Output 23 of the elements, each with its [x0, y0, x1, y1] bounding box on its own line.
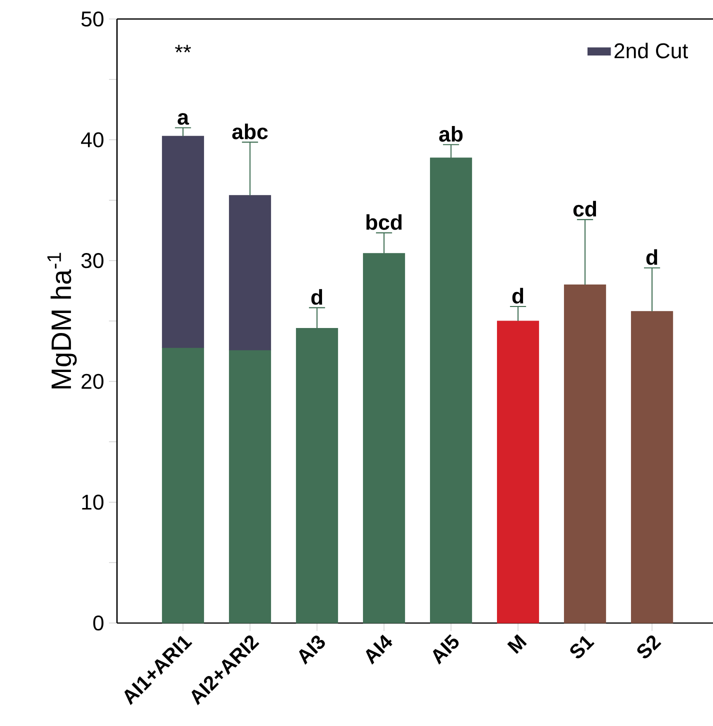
x-tick-label: AI5: [432, 634, 459, 665]
annotation: abc: [232, 124, 268, 140]
y-tick-label: 50: [81, 11, 104, 27]
y-tick-label: 30: [81, 253, 104, 268]
y-tick-label: 40: [81, 132, 104, 148]
annotation: d: [646, 249, 658, 265]
annotation: **: [175, 44, 191, 52]
annotation: bcd: [366, 214, 402, 230]
y-tick-label: 20: [82, 374, 104, 389]
y-tick-label: 0: [93, 615, 104, 631]
legend-label: 2nd Cut: [614, 42, 688, 58]
annotation: ab: [439, 126, 463, 142]
annotation: cd: [573, 200, 596, 217]
x-tick-label: AI4: [366, 634, 392, 665]
x-tick-label: M: [507, 634, 527, 654]
x-tick-label: S2: [637, 636, 662, 658]
x-tick-label: S1: [570, 636, 594, 658]
x-tick-label: AI3: [299, 636, 325, 665]
y-tick-label: 10: [82, 494, 104, 510]
annotation: d: [311, 289, 322, 305]
annotation: d: [512, 288, 524, 304]
annotation: a: [178, 113, 190, 125]
y-axis-title: MgDM ha$^{-1}$: [47, 252, 77, 388]
